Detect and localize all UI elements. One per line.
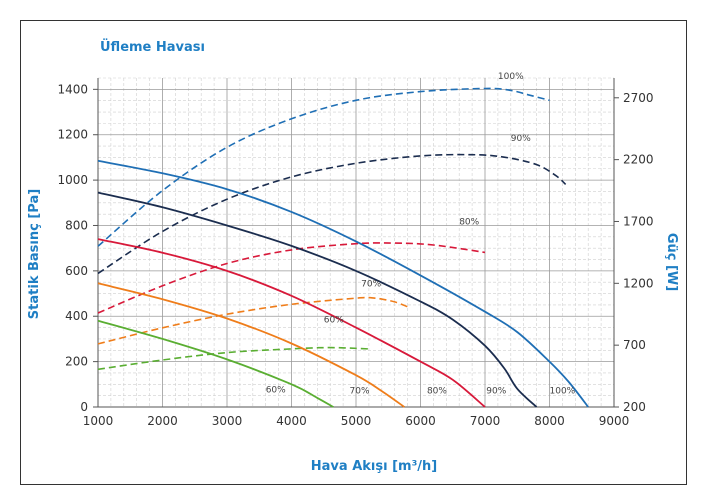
x-tick-label: 7000 (470, 414, 501, 428)
y-tick-label: 800 (65, 218, 88, 232)
y-tick-label: 400 (65, 309, 88, 323)
power-curve-90 (97, 153, 567, 275)
curve-percent-label: 90% (511, 134, 531, 144)
curve-percent-label: 90% (486, 386, 506, 396)
y-tick-label: 200 (65, 355, 88, 369)
y2-tick-label: 2200 (623, 153, 654, 167)
curve-percent-label: 70% (350, 386, 370, 396)
x-tick-label: 3000 (212, 414, 243, 428)
x-tick-label: 5000 (341, 414, 372, 428)
power-curve-100 (97, 87, 550, 247)
curve-percent-label: 80% (427, 386, 447, 396)
power-curve-60 (97, 346, 369, 371)
y2-tick-label: 200 (623, 400, 646, 414)
y2-tick-label: 1700 (623, 214, 654, 228)
y-tick-label: 600 (65, 264, 88, 278)
power-curve-70 (97, 296, 408, 345)
curve-percent-label: 60% (266, 385, 286, 395)
pressure-curve-80 (97, 238, 486, 408)
curve-percent-label: 100% (550, 386, 576, 396)
curves (97, 87, 589, 408)
pressure-curve-90 (97, 191, 538, 408)
y-tick-label: 1400 (57, 82, 88, 96)
pressure-curve-70 (97, 282, 405, 408)
curve-percent-label: 70% (361, 279, 381, 289)
power-curve-80 (97, 242, 486, 314)
y2-tick-label: 2700 (623, 91, 654, 105)
labels: 100% 90% 80% 70% 60% 60% 70% 80% 90% 100% (266, 72, 576, 396)
y-axis-title: Statik Basınç [Pa] (27, 189, 42, 319)
x-tick-label: 2000 (147, 414, 178, 428)
chart-border (20, 20, 687, 485)
x-axis-title: Hava Akışı [m³/h] (311, 459, 437, 474)
curve-percent-label: 80% (459, 218, 479, 228)
pressure-curve-60 (97, 319, 334, 408)
x-tick-label: 6000 (405, 414, 436, 428)
chart-title: Üfleme Havası (100, 39, 205, 55)
y2-tick-label: 1200 (623, 276, 654, 290)
grid (97, 77, 615, 408)
curve-percent-label: 100% (498, 72, 524, 82)
y-tick-label: 1000 (57, 173, 88, 187)
x-tick-label: 4000 (276, 414, 307, 428)
curve-percent-label: 60% (324, 315, 344, 325)
x-tick-label: 9000 (599, 414, 630, 428)
y2-axis-title: Güç [W] (664, 233, 679, 291)
x-tick-label: 8000 (534, 414, 565, 428)
y2-tick-label: 700 (623, 338, 646, 352)
x-tick-label: 1000 (83, 414, 114, 428)
y-tick-label: 1200 (57, 128, 88, 142)
y-tick-label: 0 (80, 400, 88, 414)
pressure-curve-100 (97, 159, 589, 408)
axes: 1000 2000 3000 4000 5000 6000 7000 8000 9000 0 200… (57, 78, 654, 428)
